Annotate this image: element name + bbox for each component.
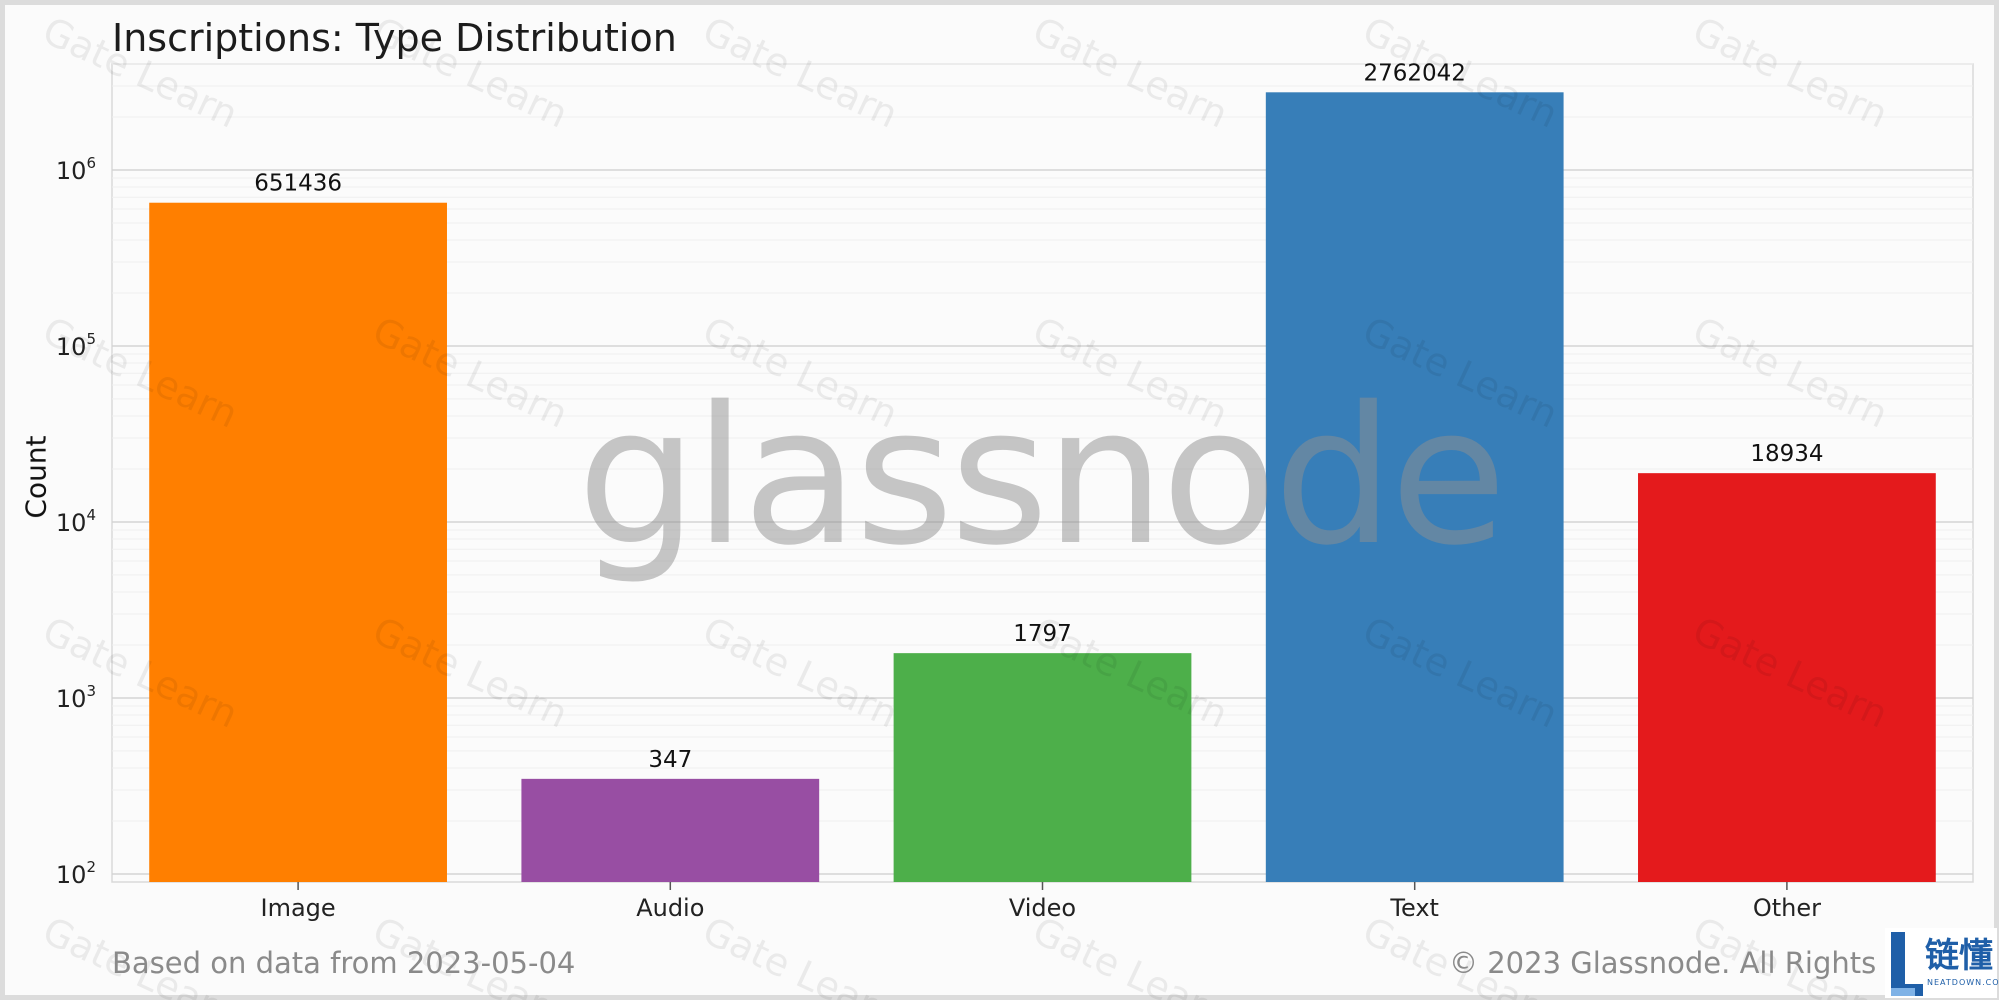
bar-other bbox=[1638, 473, 1936, 882]
corner-logo-subtext: NEATDOWN.COM bbox=[1927, 978, 1999, 987]
bar-video bbox=[893, 653, 1192, 882]
glassnode-watermark: glassnode bbox=[577, 366, 1503, 587]
bar-value-label: 18934 bbox=[1750, 441, 1823, 467]
corner-logo-mark-icon bbox=[1891, 932, 1923, 996]
bar-value-label: 651436 bbox=[254, 171, 342, 197]
bar-audio bbox=[521, 778, 820, 882]
corner-logo: 链懂 NEATDOWN.COM bbox=[1885, 928, 1999, 998]
y-tick-label: 106 bbox=[56, 154, 96, 185]
bar-text bbox=[1265, 92, 1564, 882]
corner-logo-text: 链懂 bbox=[1925, 936, 1993, 976]
x-tick-label: Video bbox=[1009, 894, 1076, 922]
y-axis-label: Count bbox=[19, 435, 53, 519]
x-tick-label: Image bbox=[261, 894, 336, 922]
copyright-note: © 2023 Glassnode. All Rights Re bbox=[1449, 946, 1879, 980]
watermark-repeat: Gate Learn bbox=[696, 908, 904, 1000]
bar-value-label: 2762042 bbox=[1363, 60, 1465, 86]
data-date-note: Based on data from 2023-05-04 bbox=[112, 946, 576, 980]
y-tick-label: 102 bbox=[56, 858, 96, 889]
watermark-repeat: Gate Learn bbox=[1026, 908, 1234, 1000]
x-tick-label: Text bbox=[1389, 894, 1439, 922]
bar-value-label: 1797 bbox=[1013, 621, 1072, 647]
bar-value-label: 347 bbox=[648, 747, 692, 773]
bar-image bbox=[149, 202, 447, 882]
y-tick-label: 104 bbox=[56, 506, 96, 537]
chart-title: Inscriptions: Type Distribution bbox=[112, 16, 677, 60]
y-tick-label: 103 bbox=[56, 682, 96, 713]
x-tick-label: Audio bbox=[636, 894, 704, 922]
x-tick-label: Other bbox=[1753, 894, 1821, 922]
y-tick-label: 105 bbox=[56, 330, 96, 361]
